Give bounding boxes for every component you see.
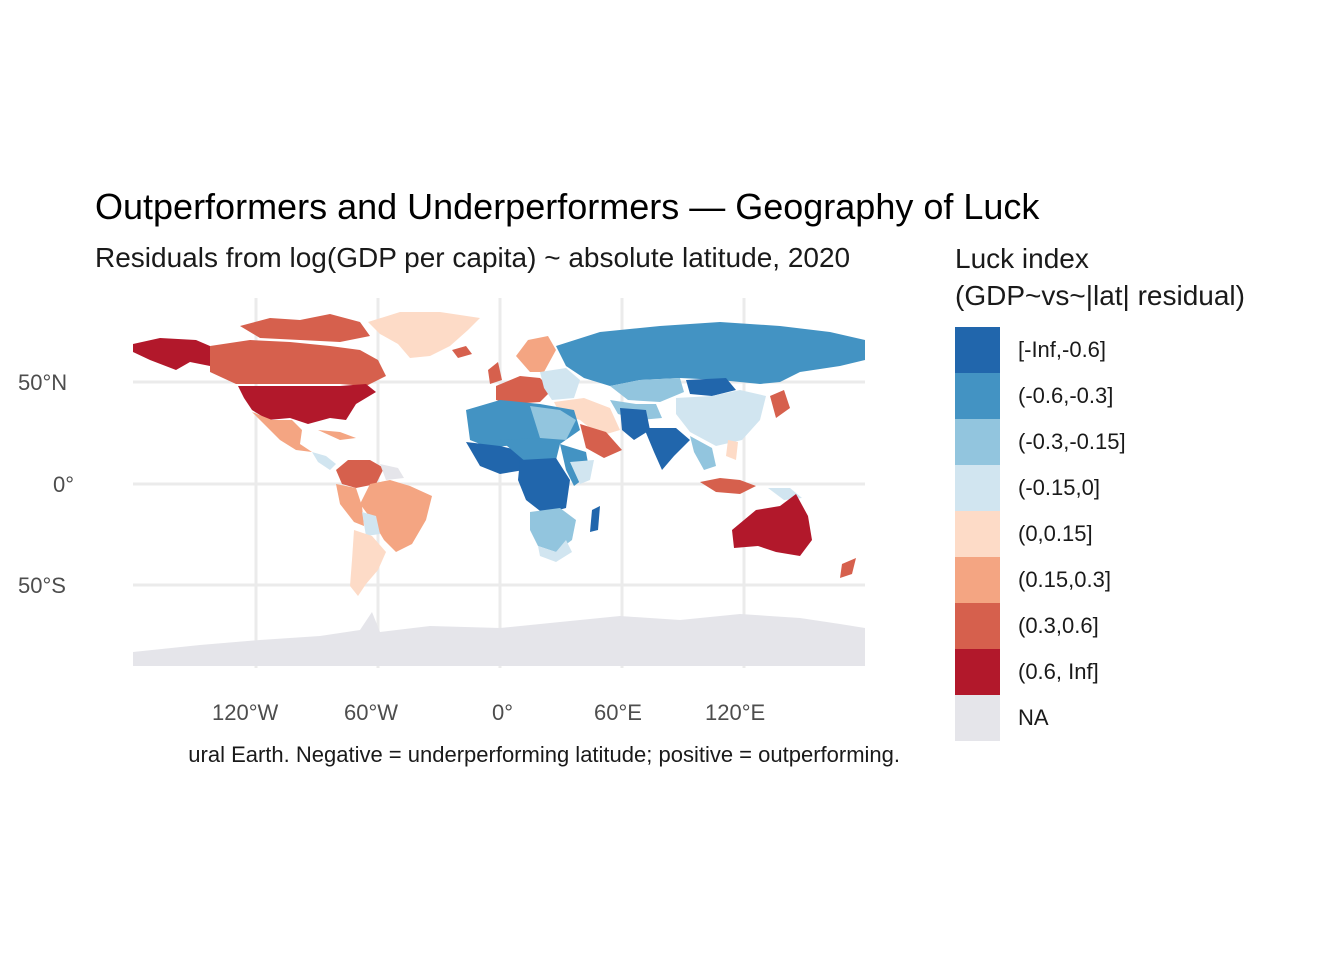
x-tick-60e: 60°E — [594, 700, 642, 725]
x-tick-0: 0° — [492, 700, 514, 725]
region-caribbean — [318, 430, 356, 440]
region-china — [676, 390, 766, 446]
region-japan-korea — [770, 390, 790, 418]
region-southeast-asia — [690, 436, 716, 470]
legend-title-line1: Luck index — [955, 243, 1089, 274]
region-iceland — [452, 346, 472, 358]
region-scandinavia — [516, 336, 556, 372]
legend-item: [-Inf,-0.6] — [955, 327, 1126, 373]
region-colombia-venezuela — [336, 460, 384, 488]
region-australia — [732, 494, 812, 556]
legend-item: (-0.15,0] — [955, 465, 1126, 511]
legend-item: NA — [955, 695, 1126, 741]
map-caption: ural Earth. Negative = underperforming l… — [188, 742, 900, 767]
region-west-africa — [466, 442, 526, 474]
region-canada-arctic — [240, 314, 370, 342]
region-kazakhstan — [610, 378, 684, 402]
region-uk — [488, 362, 502, 384]
legend-swatch — [955, 511, 1000, 557]
map-title: Outperformers and Underperformers — Geog… — [95, 186, 1040, 227]
region-mexico — [252, 412, 312, 452]
y-tick-50n: 50°N — [18, 370, 68, 395]
region-greenland — [368, 312, 480, 358]
legend-label: (-0.3,-0.15] — [1018, 429, 1126, 454]
region-western-europe — [496, 376, 552, 404]
region-india — [644, 428, 690, 470]
region-horn — [570, 460, 594, 484]
legend-label: (-0.6,-0.3] — [1018, 383, 1114, 408]
region-new-zealand — [840, 558, 856, 578]
x-tick-120w: 120°W — [212, 700, 279, 725]
region-alaska — [133, 338, 210, 370]
y-tick-0: 0° — [53, 472, 75, 497]
region-southern-africa — [530, 508, 576, 552]
region-afghanistan-pakistan — [620, 408, 650, 440]
region-turkey-iran — [554, 398, 620, 436]
legend: [-Inf,-0.6] (-0.6,-0.3] (-0.3,-0.15] (-0.15… — [955, 327, 1126, 741]
y-tick-50s: 50°S — [18, 573, 66, 598]
legend-swatch — [955, 419, 1000, 465]
legend-item: (0.6, Inf] — [955, 649, 1126, 695]
region-philippines — [726, 440, 738, 460]
region-bolivia — [362, 512, 380, 536]
region-eastern-europe — [540, 368, 580, 400]
map-subtitle: Residuals from log(GDP per capita) ~ abs… — [95, 242, 851, 273]
legend-label: [-Inf,-0.6] — [1018, 337, 1107, 362]
legend-swatch — [955, 695, 1000, 741]
legend-label: (-0.15,0] — [1018, 475, 1100, 500]
region-argentina-chile — [350, 530, 386, 596]
legend-title: Luck index (GDP~vs~|lat| residual) — [955, 240, 1245, 314]
region-arabia — [580, 424, 622, 458]
legend-label: NA — [1018, 705, 1049, 730]
region-canada — [210, 340, 386, 386]
legend-item: (-0.6,-0.3] — [955, 373, 1126, 419]
region-guianas — [380, 464, 404, 480]
region-sahel — [500, 438, 560, 462]
region-egypt-libya — [530, 406, 576, 440]
legend-item: (0.15,0.3] — [955, 557, 1126, 603]
region-mongolia — [686, 378, 736, 396]
legend-label: (0.6, Inf] — [1018, 659, 1099, 684]
legend-label: (0.15,0.3] — [1018, 567, 1111, 592]
legend-swatch — [955, 603, 1000, 649]
region-south-africa — [538, 540, 572, 562]
legend-label: (0.3,0.6] — [1018, 613, 1099, 638]
legend-swatch — [955, 373, 1000, 419]
region-antarctica — [133, 612, 865, 666]
legend-item: (0,0.15] — [955, 511, 1126, 557]
legend-item: (-0.3,-0.15] — [955, 419, 1126, 465]
region-madagascar — [590, 506, 600, 532]
legend-swatch — [955, 327, 1000, 373]
region-usa — [238, 384, 376, 424]
region-indonesia — [700, 478, 756, 494]
legend-item: (0.3,0.6] — [955, 603, 1126, 649]
region-russia — [556, 322, 865, 386]
x-tick-60w: 60°W — [344, 700, 399, 725]
region-peru-ecuador — [336, 484, 364, 526]
region-central-america — [312, 452, 336, 470]
legend-swatch — [955, 649, 1000, 695]
legend-label: (0,0.15] — [1018, 521, 1093, 546]
x-tick-120e: 120°E — [705, 700, 766, 725]
legend-swatch — [955, 557, 1000, 603]
region-central-africa — [518, 458, 570, 514]
legend-swatch — [955, 465, 1000, 511]
region-brazil — [360, 480, 432, 552]
legend-title-line2: (GDP~vs~|lat| residual) — [955, 280, 1245, 311]
